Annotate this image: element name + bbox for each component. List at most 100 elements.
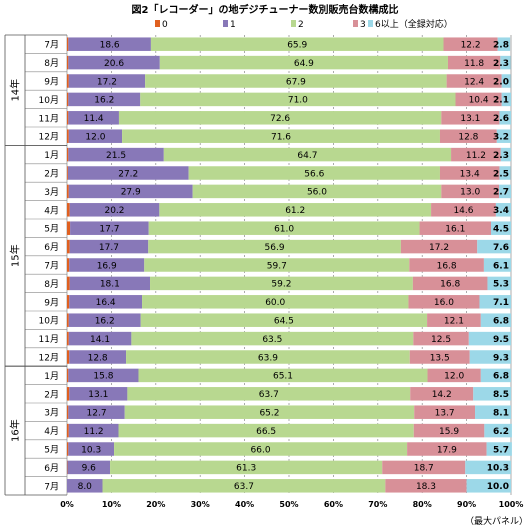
data-label-2-10: 61.0: [274, 225, 294, 235]
bar-segment-2-19: [127, 387, 411, 401]
bar-segment-2-17: [126, 350, 410, 364]
row-label-14: 9月: [44, 297, 59, 308]
bar-segment-2-18: [138, 368, 428, 383]
chart-title: 図2「レコーダー」の地デジチューナー数別販売台数構成比: [132, 3, 399, 16]
bar-segment-1-16: [68, 331, 132, 346]
data-label-4-5: 3.2: [493, 133, 509, 143]
data-label-1-20: 12.7: [87, 409, 107, 419]
bar-segment-1-1: [68, 55, 160, 70]
bar-segment-3-8: [441, 184, 500, 199]
data-label-2-8: 56.0: [307, 188, 327, 198]
data-label-4-22: 5.7: [493, 445, 509, 455]
chart-note: （最大パネル）: [465, 515, 528, 527]
data-label-1-24: 8.0: [78, 482, 93, 492]
data-label-3-13: 16.8: [440, 280, 460, 290]
bar-segment-4-13: [487, 276, 511, 291]
data-label-3-3: 10.4: [469, 96, 489, 106]
bar-segment-1-15: [68, 313, 141, 327]
bar-segment-2-7: [188, 166, 440, 180]
data-label-1-7: 27.2: [118, 169, 138, 179]
data-label-3-22: 17.9: [437, 445, 457, 455]
legend-label-1: 1: [230, 20, 236, 30]
bar-segment-2-3: [140, 92, 456, 107]
row-label-21: 4月: [44, 426, 59, 437]
data-label-2-7: 56.6: [304, 169, 324, 179]
legend-swatch-4: [368, 20, 373, 27]
row-label-17: 12月: [39, 353, 59, 364]
bar-segment-1-21: [68, 423, 119, 438]
bar-segment-4-19: [473, 387, 511, 401]
row-label-20: 3月: [44, 408, 59, 419]
bar-segment-1-8: [68, 184, 193, 199]
data-label-4-4: 2.6: [493, 114, 509, 124]
row-label-10: 5月: [44, 224, 59, 235]
data-label-2-6: 64.7: [297, 151, 317, 161]
bar-segment-3-18: [427, 368, 481, 383]
data-label-4-17: 9.3: [493, 353, 509, 363]
data-label-3-24: 18.3: [416, 482, 436, 492]
bar-segment-0-22: [67, 442, 69, 456]
data-label-1-9: 20.2: [104, 206, 124, 216]
data-label-4-9: 3.4: [493, 206, 509, 216]
bar-segment-3-10: [419, 221, 492, 235]
bar-segment-0-7: [67, 166, 68, 180]
bar-segment-4-9: [495, 203, 511, 217]
bar-segment-2-15: [140, 313, 428, 327]
x-tick-label-5: 50%: [279, 500, 298, 509]
bar-segment-1-19: [69, 387, 128, 401]
data-label-2-23: 61.3: [236, 464, 256, 474]
bar-segment-3-17: [409, 350, 470, 364]
data-label-1-2: 17.2: [97, 77, 117, 87]
row-frame: [4, 34, 67, 496]
data-label-1-17: 12.8: [88, 353, 108, 363]
data-label-3-9: 14.6: [453, 206, 473, 216]
bar-segment-4-23: [465, 460, 511, 475]
data-label-1-6: 21.5: [106, 151, 126, 161]
bar-segment-2-10: [148, 221, 420, 235]
row-label-23: 6月: [44, 463, 59, 474]
bar-segment-3-16: [413, 331, 469, 346]
data-label-2-14: 60.0: [265, 298, 285, 308]
data-label-3-20: 13.7: [435, 409, 455, 419]
data-label-2-24: 63.7: [234, 482, 254, 492]
legend-label-4: 6以上（全録対応）: [375, 18, 453, 30]
row-label-19: 2月: [44, 389, 59, 400]
bar-segment-1-2: [68, 74, 146, 88]
row-label-8: 3月: [44, 187, 59, 198]
row-label-12: 7月: [44, 261, 59, 272]
row-label-11: 6月: [44, 242, 59, 253]
data-label-2-17: 63.9: [258, 353, 278, 363]
row-labels: 14年 7月 8月 9月 10月 11月 12月 15年 1月 2月 3月 4月 5月 6月 7月 8月 9月 1…: [9, 40, 60, 493]
bar-segment-0-4: [67, 111, 69, 125]
bar-segment-3-15: [427, 313, 481, 327]
data-label-1-4: 11.4: [84, 114, 104, 124]
bar-segment-2-23: [110, 460, 383, 475]
bar-segment-4-5: [496, 129, 511, 143]
bar-segment-3-11: [400, 239, 478, 254]
bar-segment-4-6: [500, 147, 511, 162]
legend-label-2: 2: [298, 20, 304, 30]
data-label-4-20: 8.1: [493, 409, 509, 419]
bar-segment-0-8: [67, 184, 69, 199]
row-label-13: 8月: [44, 279, 59, 290]
data-label-4-13: 5.3: [493, 280, 509, 290]
data-label-3-12: 16.8: [437, 261, 457, 271]
bar-segment-3-19: [410, 387, 474, 401]
bar-segment-0-15: [67, 313, 69, 327]
bar-segment-0-13: [67, 276, 70, 291]
x-tick-label-2: 20%: [146, 500, 165, 509]
bar-segment-3-4: [441, 111, 500, 125]
bar-segment-3-2: [446, 74, 502, 88]
x-tick-label-8: 80%: [413, 500, 432, 509]
bar-segment-4-18: [480, 368, 511, 383]
bar-segment-2-13: [150, 276, 413, 291]
bar-segment-3-12: [409, 258, 484, 272]
bar-segment-1-4: [68, 111, 119, 125]
bar-segment-3-5: [439, 129, 497, 143]
data-label-1-13: 18.1: [100, 280, 120, 290]
legend-swatch-3: [353, 20, 358, 27]
bar-segment-3-0: [443, 37, 498, 51]
legend: 0 1 2 3 6以上（全録対応）: [155, 18, 453, 30]
bar-segment-0-20: [67, 405, 69, 419]
